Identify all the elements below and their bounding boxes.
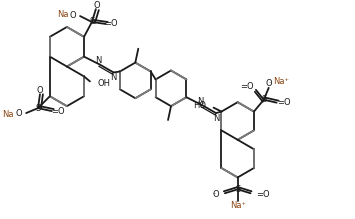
Text: S: S bbox=[261, 95, 266, 104]
Text: O: O bbox=[93, 1, 100, 10]
Text: O: O bbox=[70, 11, 76, 19]
Text: S: S bbox=[235, 185, 240, 194]
Text: =O: =O bbox=[256, 190, 270, 199]
Text: N: N bbox=[197, 97, 203, 106]
Text: Na⁺: Na⁺ bbox=[274, 77, 290, 86]
Text: ⁻: ⁻ bbox=[213, 194, 216, 199]
Text: N: N bbox=[213, 113, 219, 122]
Text: O: O bbox=[16, 109, 22, 118]
Text: OH: OH bbox=[98, 79, 111, 88]
Text: ⁻: ⁻ bbox=[269, 82, 272, 87]
Text: N: N bbox=[110, 73, 117, 82]
Text: HO: HO bbox=[193, 101, 206, 110]
Text: O: O bbox=[37, 86, 43, 95]
Text: O: O bbox=[266, 79, 272, 88]
Text: =O: =O bbox=[240, 82, 254, 91]
Text: N: N bbox=[95, 56, 101, 65]
Text: O: O bbox=[212, 190, 219, 199]
Text: S: S bbox=[36, 104, 40, 113]
Text: Na⁺: Na⁺ bbox=[230, 201, 246, 210]
Text: =O: =O bbox=[277, 98, 290, 107]
Text: Na: Na bbox=[2, 110, 13, 118]
Text: S: S bbox=[89, 18, 94, 26]
Text: =O: =O bbox=[51, 107, 65, 116]
Text: Na: Na bbox=[57, 10, 68, 19]
Text: =O: =O bbox=[104, 19, 118, 28]
